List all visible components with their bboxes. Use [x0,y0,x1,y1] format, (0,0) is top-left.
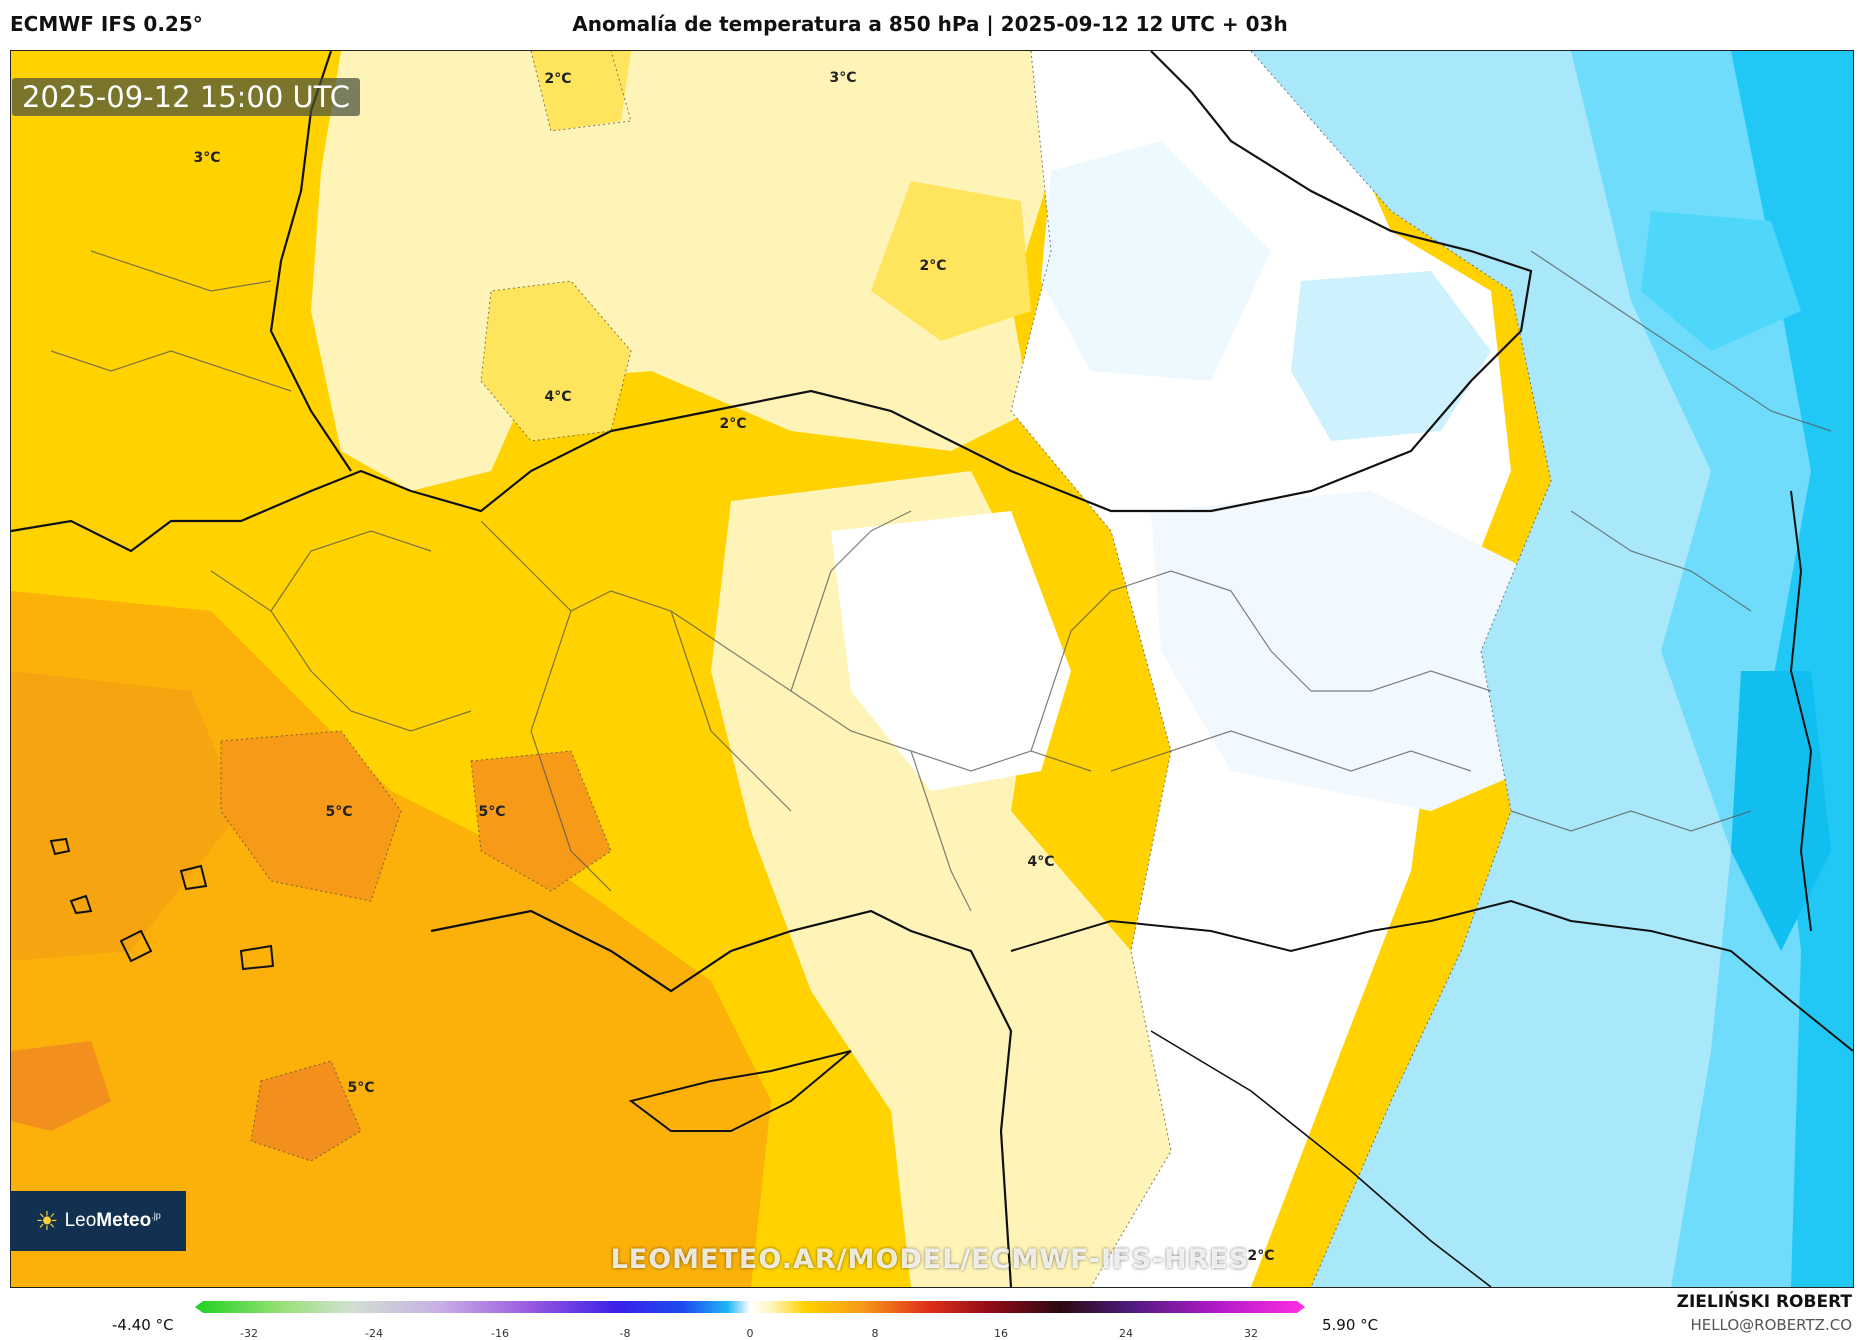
legend-tick: -16 [491,1327,509,1340]
contour-label: 5°C [325,804,353,820]
model-name: ECMWF IFS 0.25° [10,12,203,36]
logo-text: LeoMeteo.jp [64,1210,161,1231]
legend-tick: 8 [871,1327,879,1340]
legend-tick: -8 [619,1327,631,1340]
source-watermark: LEOMETEO.AR/MODEL/ECMWF-IFS-HRES [610,1244,1250,1275]
map-area[interactable]: 2°C 3°C 3°C 2°C 4°C 2°C 5°C 5°C 4°C 5°C … [10,50,1854,1288]
contour-label: 3°C [193,150,221,166]
leometeo-logo[interactable]: ☀ LeoMeteo.jp [10,1191,186,1251]
legend-tick: 24 [1119,1327,1133,1340]
legend-tick: -32 [240,1327,258,1340]
contour-label: 2°C [544,71,572,87]
contour-label: 2°C [719,416,747,432]
temperature-anomaly-field [11,51,1853,1287]
contour-label: 2°C [1247,1248,1275,1264]
legend-max-value: 5.90 °C [1322,1316,1379,1334]
contour-label: 3°C [829,70,857,86]
contour-label: 5°C [478,804,506,820]
contour-label: 2°C [919,258,947,274]
author-name: ZIELIŃSKI ROBERT [1676,1292,1852,1312]
legend-tick: 0 [746,1327,754,1340]
contour-label: 5°C [347,1080,375,1096]
legend-min-value: -4.40 °C [112,1316,174,1334]
legend-tick: -24 [365,1327,383,1340]
valid-time-stamp: 2025-09-12 15:00 UTC [12,78,361,116]
color-scale-bar [195,1301,1305,1313]
sun-icon: ☀ [35,1205,59,1236]
author-email[interactable]: HELLO@ROBERTZ.CO [1690,1316,1852,1334]
legend-tick: 16 [994,1327,1008,1340]
contour-label: 4°C [1027,854,1055,870]
contour-label: 4°C [544,389,572,405]
legend-tick: 32 [1244,1327,1258,1340]
map-title: Anomalía de temperatura a 850 hPa | 2025… [572,12,1288,36]
